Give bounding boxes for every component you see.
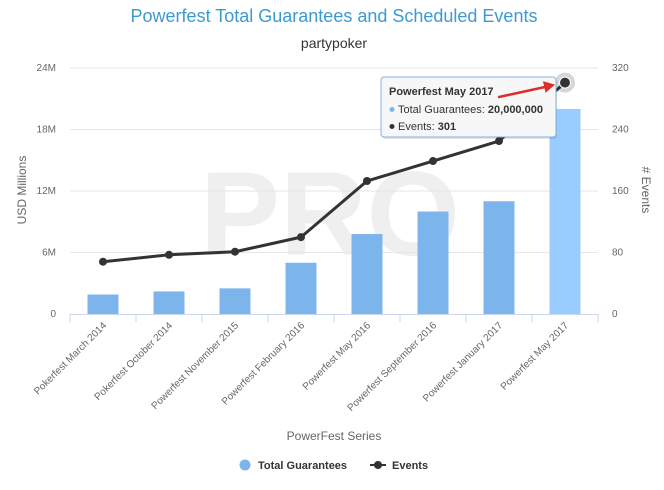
tooltip-row-label: Events: — [398, 121, 435, 133]
y-left-tick-label: 12M — [37, 186, 56, 197]
legend-label: Events — [392, 460, 428, 472]
y-axis-right-title: # Events — [639, 167, 653, 214]
bar-series — [87, 109, 581, 314]
pointer-arrow-line — [497, 84, 551, 99]
legend-swatch-bar — [239, 459, 251, 471]
bar — [219, 288, 251, 314]
y-right-tick-label: 320 — [612, 63, 629, 74]
tooltip-row: Total Guarantees: 20,000,000 — [398, 104, 543, 116]
y-right-tick-label: 240 — [612, 125, 629, 136]
pointer-arrow-head — [542, 81, 555, 93]
tooltip-row-value: 301 — [438, 121, 456, 133]
y-right-tick-label: 160 — [612, 186, 629, 197]
line-point — [495, 137, 503, 146]
x-tick-label: Pokerfest March 2014 — [32, 320, 109, 397]
tooltip-title: Powerfest May 2017 — [389, 86, 494, 98]
y-axis-left-title: USD Millions — [15, 156, 29, 225]
tooltip-row-value: 20,000,000 — [488, 104, 543, 116]
x-tick-label: Powerfest May 2016 — [301, 320, 374, 393]
line-point — [429, 157, 437, 166]
line-point — [363, 177, 371, 186]
tooltip: Powerfest May 2017 Total Guarantees: 20,0… — [380, 76, 557, 139]
y-left-tick-label: 18M — [37, 125, 56, 136]
y-left-tick-label: 0 — [50, 309, 56, 320]
legend-label: Total Guarantees — [258, 460, 347, 472]
y-left-tick-label: 24M — [37, 63, 56, 74]
line-series — [99, 72, 575, 266]
legend: Total Guarantees Events — [239, 459, 428, 472]
chart-title: Powerfest Total Guarantees and Scheduled… — [131, 6, 538, 26]
line-point — [297, 233, 305, 242]
y-right-tick-label: 0 — [612, 309, 618, 320]
line-point — [165, 250, 173, 259]
line-point — [231, 247, 239, 256]
events-line — [101, 81, 567, 264]
legend-swatch-marker — [374, 461, 382, 469]
x-tick-label: Powerfest May 2017 — [499, 320, 572, 393]
line-point — [99, 257, 107, 266]
bar — [417, 211, 449, 314]
y-left-tick-label: 6M — [42, 248, 56, 259]
chart-subtitle: partypoker — [301, 35, 367, 51]
x-axis-title: PowerFest Series — [287, 429, 382, 443]
line-point — [559, 76, 571, 89]
tooltip-marker — [389, 107, 395, 112]
tooltip-row: Events: 301 — [398, 121, 456, 133]
bar — [483, 201, 515, 314]
bar — [549, 109, 581, 314]
tooltip-box — [380, 76, 557, 138]
bar — [153, 291, 185, 314]
tooltip-row-label: Total Guarantees: — [398, 104, 485, 116]
bar — [87, 294, 119, 314]
bar — [351, 234, 383, 314]
tooltip-marker — [389, 124, 395, 129]
bar — [285, 262, 317, 314]
y-right-tick-label: 80 — [612, 248, 624, 259]
